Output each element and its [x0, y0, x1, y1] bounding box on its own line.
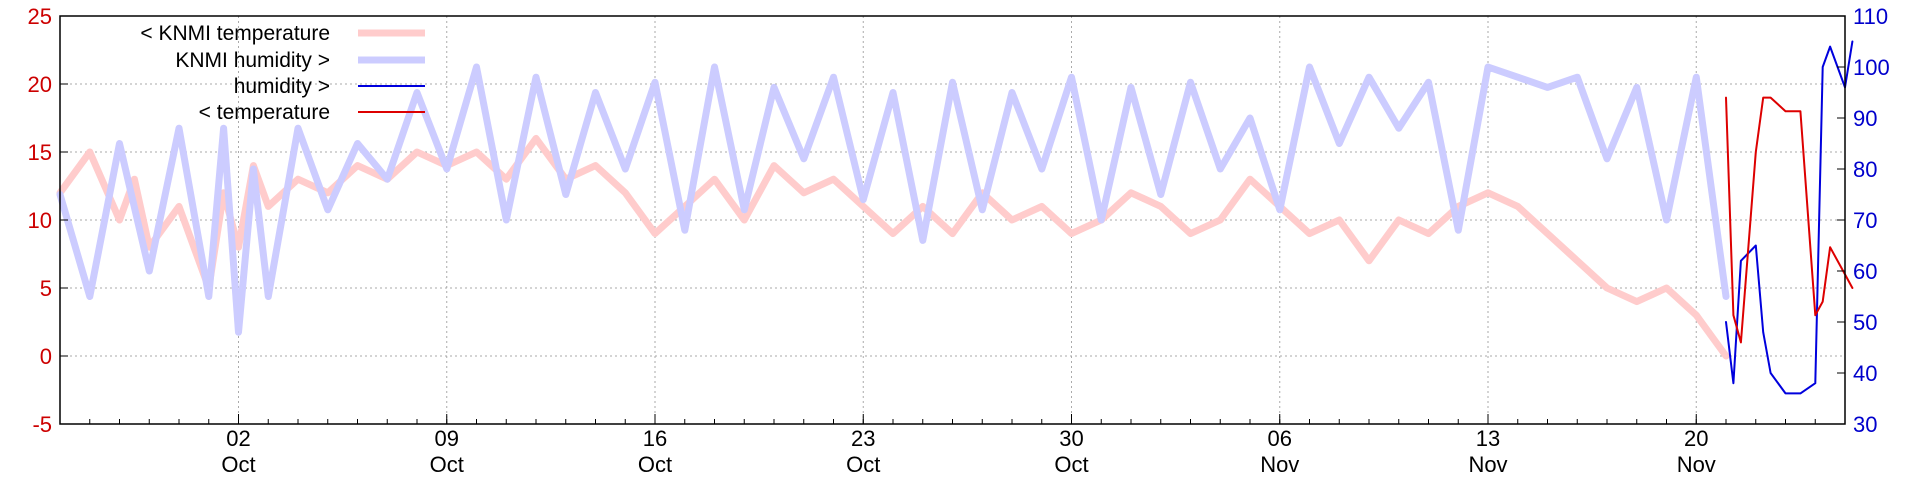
x-tick-day-label: 20 — [1684, 426, 1708, 451]
y-right-tick-label: 90 — [1853, 106, 1877, 131]
y-right-tick-label: 60 — [1853, 259, 1877, 284]
legend-label: < temperature — [199, 101, 330, 124]
x-tick-month-label: Oct — [1054, 452, 1088, 477]
y-left-tick-label: 10 — [28, 208, 52, 233]
y-left-tick-label: 20 — [28, 72, 52, 97]
y-left-tick-label: 15 — [28, 140, 52, 165]
legend: < KNMI temperature KNMI humidity > humidit… — [140, 22, 425, 124]
legend-label: KNMI humidity > — [175, 49, 330, 72]
series-layer — [56, 40, 1854, 395]
legend-label: humidity > — [234, 75, 330, 98]
x-tick-month-label: Oct — [430, 452, 464, 477]
x-tick-month-label: Nov — [1260, 452, 1299, 477]
x-tick-month-label: Oct — [846, 452, 880, 477]
x-tick-month-label: Oct — [638, 452, 672, 477]
y-right-tick-label: 50 — [1853, 310, 1877, 335]
x-tick-day-label: 23 — [851, 426, 875, 451]
x-tick-day-label: 09 — [435, 426, 459, 451]
x-tick-day-label: 30 — [1059, 426, 1083, 451]
ticks: -505101520253040506070809010011002Oct09O… — [28, 4, 1890, 477]
series-line — [1725, 40, 1854, 395]
y-right-tick-label: 80 — [1853, 157, 1877, 182]
series-line — [56, 134, 1730, 360]
x-tick-day-label: 06 — [1268, 426, 1292, 451]
x-tick-month-label: Nov — [1468, 452, 1507, 477]
y-right-tick-label: 110 — [1853, 4, 1888, 29]
x-tick-month-label: Nov — [1677, 452, 1716, 477]
y-right-tick-label: 100 — [1853, 55, 1890, 80]
y-left-tick-label: -5 — [32, 412, 52, 437]
y-right-tick-label: 30 — [1853, 412, 1877, 437]
legend-label: < KNMI temperature — [140, 22, 330, 45]
x-tick-day-label: 16 — [643, 426, 667, 451]
y-right-tick-label: 40 — [1853, 361, 1877, 386]
x-tick-day-label: 13 — [1476, 426, 1500, 451]
series-line — [1725, 96, 1854, 344]
grid — [60, 16, 1845, 424]
y-left-tick-label: 5 — [40, 276, 52, 301]
y-right-tick-label: 70 — [1853, 208, 1877, 233]
x-tick-month-label: Oct — [221, 452, 255, 477]
y-left-tick-label: 25 — [28, 4, 52, 29]
x-tick-day-label: 02 — [226, 426, 250, 451]
y-left-tick-label: 0 — [40, 344, 52, 369]
series-line — [56, 63, 1730, 336]
